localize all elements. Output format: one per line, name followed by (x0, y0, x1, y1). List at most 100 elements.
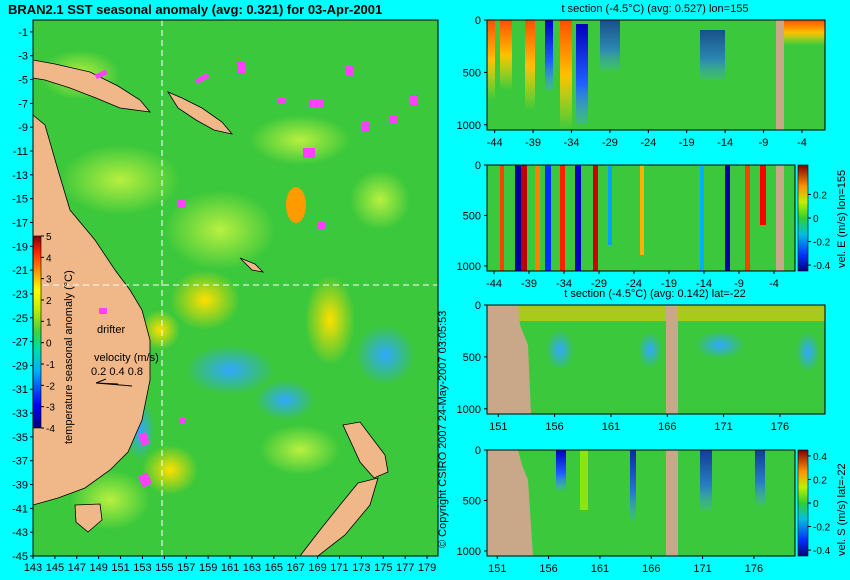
panel-v-lon (486, 164, 796, 272)
panel-1-title: t section (-4.5°C) (avg: 0.527) lon=155 (562, 3, 749, 15)
lat-tick-label: -21 (12, 265, 28, 277)
lon-tick-label: 167 (287, 562, 305, 574)
lat-tick-label: -29 (12, 360, 28, 372)
panel-3-title: t section (-4.5°C) (avg: 0.142) lat=-22 (564, 288, 745, 300)
lon-tick-label: 173 (352, 562, 370, 574)
x-tick-label: -34 (564, 137, 580, 149)
section-feature (576, 24, 588, 124)
lat-tick-label: -31 (12, 384, 28, 396)
x-tick-label: -9 (759, 137, 769, 149)
depth-tick-label: 0 (475, 160, 481, 172)
x-tick-label: -4 (769, 278, 779, 290)
panel-4-colorbar-label: vel. S (m/s) lat=-22 (836, 463, 848, 556)
section-feature (760, 165, 766, 225)
drifter-track (318, 222, 325, 229)
map-frame (32, 19, 439, 557)
section-feature (600, 20, 620, 70)
panel-2-colorbar (797, 164, 809, 272)
colorbar-tick-label: 0.2 (813, 190, 827, 201)
map-title: BRAN2.1 SST seasonal anomaly (avg: 0.321… (8, 2, 382, 17)
anomaly-patch (286, 187, 306, 223)
depth-tick-label: 1000 (457, 120, 481, 132)
section-feature (545, 165, 551, 271)
section-feature (500, 165, 504, 271)
depth-tick-label: 500 (463, 495, 481, 507)
lon-tick-label: 171 (330, 562, 348, 574)
depth-tick-label: 1000 (457, 404, 481, 416)
lat-tick-label: -9 (18, 122, 28, 134)
colorbar-tick-label: 0 (46, 339, 52, 350)
lon-tick-label: 179 (418, 562, 436, 574)
anomaly-patch (350, 170, 410, 230)
x-tick-label: 161 (591, 563, 609, 575)
anomaly-patch (250, 115, 350, 165)
land-solomon-islands (166, 91, 234, 135)
panel-3-land (487, 305, 531, 414)
lon-tick-label: 145 (46, 562, 64, 574)
lat-tick-label: -13 (12, 170, 28, 182)
depth-tick-label: 0 (475, 445, 481, 457)
anomaly-patch (170, 270, 240, 330)
lat-tick-label: -5 (18, 75, 28, 87)
lon-tick-label: 159 (199, 562, 217, 574)
anomaly-patch (255, 380, 315, 420)
panel-4-land (487, 450, 533, 556)
lon-tick-label: 149 (89, 562, 107, 574)
lat-tick-label: -27 (12, 337, 28, 349)
x-tick-label: 151 (488, 563, 506, 575)
lat-tick-label: -37 (12, 456, 28, 468)
x-tick-label: 156 (539, 563, 557, 575)
panel-1-axes: 0 500 1000 -44 -39 -34 -29 -24 -19 -14 -9 -4 (457, 15, 807, 149)
colorbar-tick-label: -3 (46, 403, 55, 414)
panel-3-land (666, 305, 678, 414)
colorbar-tick-label: 3 (46, 275, 52, 286)
section-feature (560, 20, 572, 130)
drifter-track (362, 122, 370, 132)
land-tasmania (74, 503, 103, 533)
colorbar-tick-label: -0.4 (813, 546, 831, 557)
lat-tick-label: -33 (12, 408, 28, 420)
panel-3-axes: 0 500 1000 151 156 161 166 171 176 (457, 300, 790, 433)
lon-tick-label: 153 (133, 562, 151, 574)
section-feature (580, 450, 588, 510)
section-feature (638, 332, 662, 368)
anomaly-patch (142, 445, 198, 495)
section-feature (796, 332, 820, 372)
anomaly-patch (305, 275, 355, 365)
map-colorbar-ticks: 5 4 3 2 1 0 -1 -2 -3 -4 (41, 232, 55, 435)
x-tick-label: 156 (545, 421, 563, 433)
section-feature (535, 165, 540, 271)
colorbar-tick-label: 1 (46, 317, 52, 328)
velocity-label: velocity (m/s) (94, 352, 159, 364)
lat-tick-label: -7 (18, 98, 28, 110)
lat-tick-label: -45 (12, 551, 28, 563)
section-feature (521, 165, 527, 271)
x-tick-label: 171 (693, 563, 711, 575)
section-feature (545, 20, 553, 90)
colorbar-tick-label: 2 (46, 296, 52, 307)
panel-4-axes: 0 500 1000 151 156 161 166 171 176 0.4 0.2 0 -0.2 -0.… (457, 445, 831, 575)
x-tick-label: -44 (487, 137, 503, 149)
x-tick-label: -29 (602, 137, 618, 149)
panel-1-frame (486, 19, 826, 131)
section-feature (575, 165, 581, 271)
land-nz-north (342, 421, 389, 479)
lat-tick-label: -23 (12, 289, 28, 301)
panel-t-lat (486, 304, 826, 415)
drifter-track (345, 66, 353, 76)
land-new-caledonia (239, 257, 265, 273)
drifter-track (303, 148, 315, 158)
depth-tick-label: 500 (463, 210, 481, 222)
section-feature (487, 20, 495, 100)
drifter-track (194, 72, 210, 85)
drifter-label: drifter (97, 324, 125, 336)
lon-tick-label: 155 (155, 562, 173, 574)
copyright: © Copyright CSIRO 2007 24-May-2007 03:05… (437, 311, 449, 548)
x-tick-label: -9 (734, 278, 744, 290)
map-anomaly-patches (40, 50, 415, 530)
colorbar-tick-label: 4 (46, 253, 52, 264)
panel-v-lat (486, 449, 796, 557)
panel-2-axes: 0 500 1000 -44 -39 -34 -29 -24 -19 -14 -9 -4 0.2 0 -0.… (457, 160, 831, 290)
section-feature (700, 450, 712, 510)
drifter-track (138, 431, 150, 447)
